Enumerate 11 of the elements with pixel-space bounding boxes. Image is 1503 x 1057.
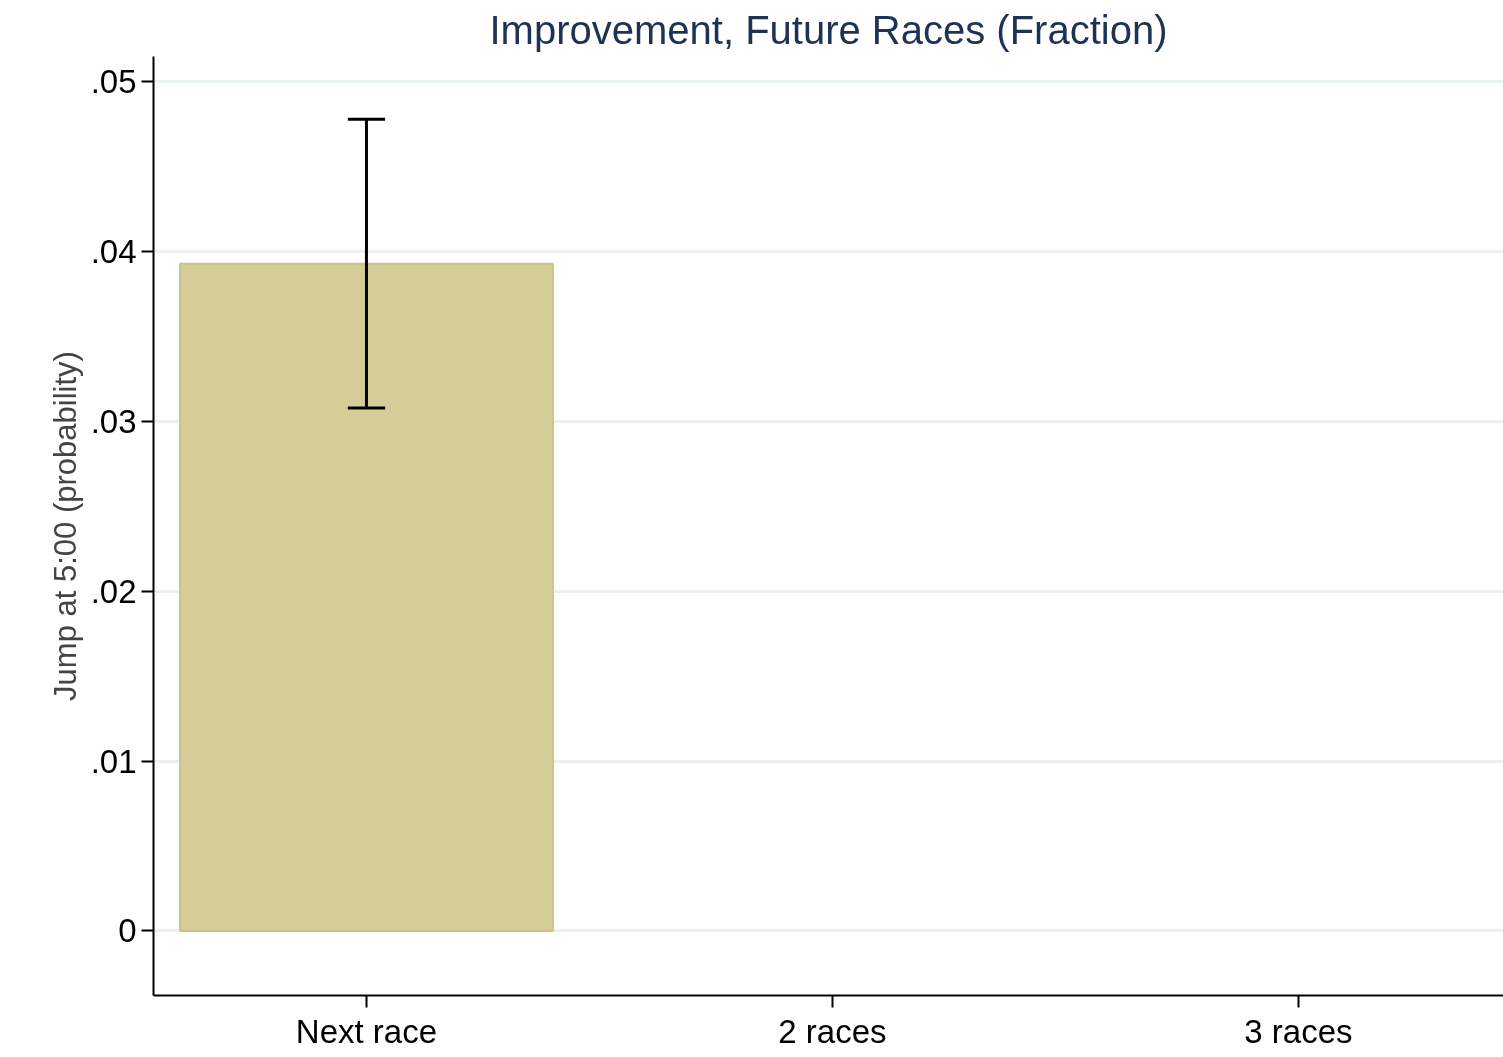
y-axis-title: Jump at 5:00 (probability) — [47, 351, 83, 701]
x-tick-label: Next race — [295, 1012, 438, 1050]
x-tick-label: 2 races — [778, 1012, 887, 1050]
y-tick-label: .01 — [90, 742, 137, 780]
y-tick-label: .04 — [90, 233, 137, 271]
y-tick-label: .03 — [90, 403, 137, 441]
x-tick-label: 3 races — [1244, 1012, 1353, 1050]
chart-title: Improvement, Future Races (Fraction) — [489, 7, 1168, 52]
y-tick-label: 0 — [118, 912, 137, 950]
y-tick-label: .02 — [90, 572, 137, 610]
y-tick-label: .05 — [90, 63, 137, 101]
